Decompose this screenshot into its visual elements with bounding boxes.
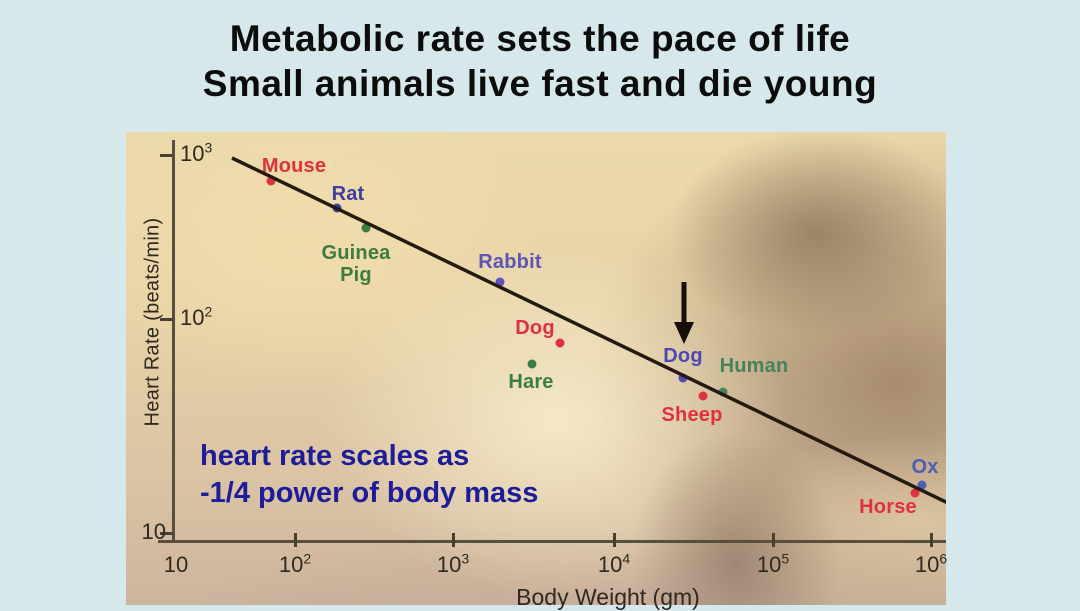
y-tick-label: 10	[141, 519, 166, 544]
slide-title: Metabolic rate sets the pace of life Sma…	[0, 16, 1080, 106]
trend-annotation-line1: heart rate scales as	[200, 440, 470, 472]
y-tick-mark	[160, 532, 173, 535]
data-point-label-ox: Ox	[911, 456, 939, 478]
x-tick-label: 104	[597, 550, 631, 577]
y-axis-line	[172, 140, 175, 543]
data-point-human	[718, 387, 728, 397]
y-axis-title: Heart Rate (beats/min)	[141, 217, 164, 427]
data-point-label-dog: Dog	[515, 317, 555, 339]
down-arrow-head	[674, 322, 694, 344]
data-point-guinea-pig	[361, 223, 371, 233]
x-axis-line	[158, 540, 946, 543]
x-tick-label: 105	[756, 550, 790, 577]
x-tick-mark	[452, 533, 455, 547]
x-axis-title: Body Weight (gm)	[516, 584, 700, 610]
data-point-label-sheep: Sheep	[661, 404, 723, 426]
data-point-label-guinea-pig: Guinea Pig	[321, 242, 391, 286]
trend-line-overlay	[231, 156, 946, 504]
x-tick-mark	[613, 533, 616, 547]
trend-annotation: heart rate scales as -1/4 power of body …	[200, 438, 538, 511]
data-point-label-rat: Rat	[331, 183, 365, 205]
data-point-label-horse: Horse	[859, 496, 917, 518]
data-point-label-rabbit: Rabbit	[478, 251, 542, 273]
x-tick-label: 103	[436, 550, 470, 577]
data-point-ox	[917, 480, 927, 490]
data-point-dog	[678, 373, 688, 383]
y-tick-mark	[160, 154, 173, 157]
x-tick-label: 10	[163, 552, 189, 577]
y-tick-label: 102	[180, 303, 213, 330]
slide-title-line2: Small animals live fast and die young	[202, 63, 878, 105]
x-tick-mark	[772, 533, 775, 547]
chart-figure: Heart Rate (beats/min) Body Weight (gm) …	[126, 132, 948, 610]
x-tick-mark	[294, 533, 297, 547]
y-tick-label: 103	[180, 139, 213, 166]
data-point-hare	[527, 359, 537, 369]
data-point-mouse	[266, 176, 276, 186]
x-tick-mark	[930, 533, 933, 547]
data-point-rabbit	[495, 277, 505, 287]
y-tick-mark	[160, 318, 173, 321]
trend-annotation-line2: -1/4 power of body mass	[200, 476, 539, 509]
x-tick-label: 106	[914, 550, 948, 577]
data-point-label-mouse: Mouse	[261, 155, 327, 177]
data-point-sheep	[698, 391, 708, 401]
data-point-dog	[555, 338, 565, 348]
data-point-label-hare: Hare	[508, 371, 554, 393]
data-point-label-human: Human	[719, 355, 789, 377]
slide-title-line1: Metabolic rate sets the pace of life	[229, 18, 851, 59]
x-tick-label: 102	[278, 550, 312, 577]
data-point-label-dog: Dog	[663, 345, 703, 367]
